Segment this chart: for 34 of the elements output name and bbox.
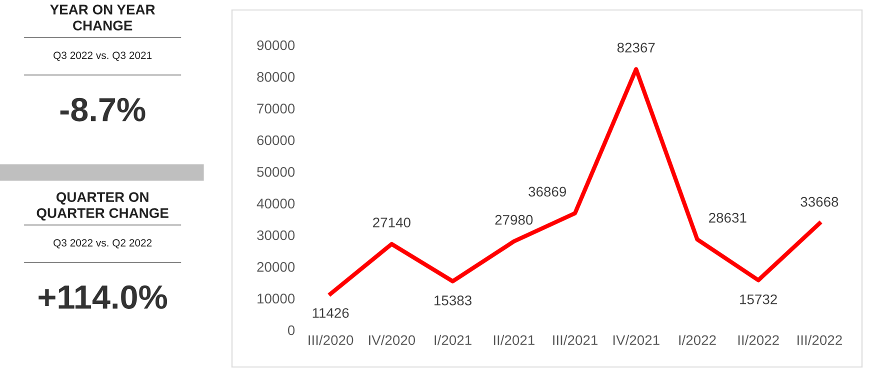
y-tick-label: 40000 — [256, 198, 295, 209]
y-tick-label: 60000 — [257, 135, 295, 146]
x-tick-label: I/2022 — [679, 334, 716, 346]
data-label: 27140 — [373, 218, 410, 228]
y-tick-label: 30000 — [257, 230, 295, 240]
x-tick-label: II/2022 — [738, 334, 779, 346]
x-tick-label: II/2021 — [494, 334, 534, 346]
y-tick-label: 90000 — [257, 40, 295, 50]
y-tick-label: 80000 — [257, 72, 295, 82]
text: -8.7% — [60, 98, 146, 122]
x-tick-label: IV/2021 — [613, 334, 660, 346]
data-label: 15383 — [434, 296, 472, 306]
text: Q3 2022 vs. Q3 2021 — [54, 52, 152, 61]
text: Q3 2022 vs. Q2 2022 — [54, 239, 152, 248]
y-tick-label: 20000 — [257, 262, 295, 272]
text: +114.0% — [38, 285, 168, 309]
x-tick-label: III/2022 — [798, 334, 842, 346]
text: QUARTER ON QUARTER CHANGE — [36, 192, 168, 221]
x-tick-label: III/2020 — [308, 334, 354, 346]
y-tick-label: 0 — [288, 325, 295, 336]
x-tick-label: IV/2020 — [369, 334, 416, 346]
data-label: 15732 — [740, 294, 777, 304]
y-tick-label: 70000 — [257, 104, 295, 114]
data-label: 27980 — [495, 214, 533, 225]
x-tick-label: III/2021 — [553, 334, 598, 346]
data-label: 82367 — [617, 42, 655, 53]
data-label: 33668 — [800, 196, 838, 207]
data-label: 11426 — [312, 308, 349, 318]
y-tick-label: 50000 — [257, 167, 295, 177]
text: YEAR ON YEAR CHANGE — [50, 4, 156, 30]
y-tick-label: 10000 — [258, 294, 295, 304]
data-label: 36869 — [528, 186, 566, 197]
x-tick-label: I/2021 — [434, 334, 472, 346]
data-label: 28631 — [709, 212, 746, 223]
